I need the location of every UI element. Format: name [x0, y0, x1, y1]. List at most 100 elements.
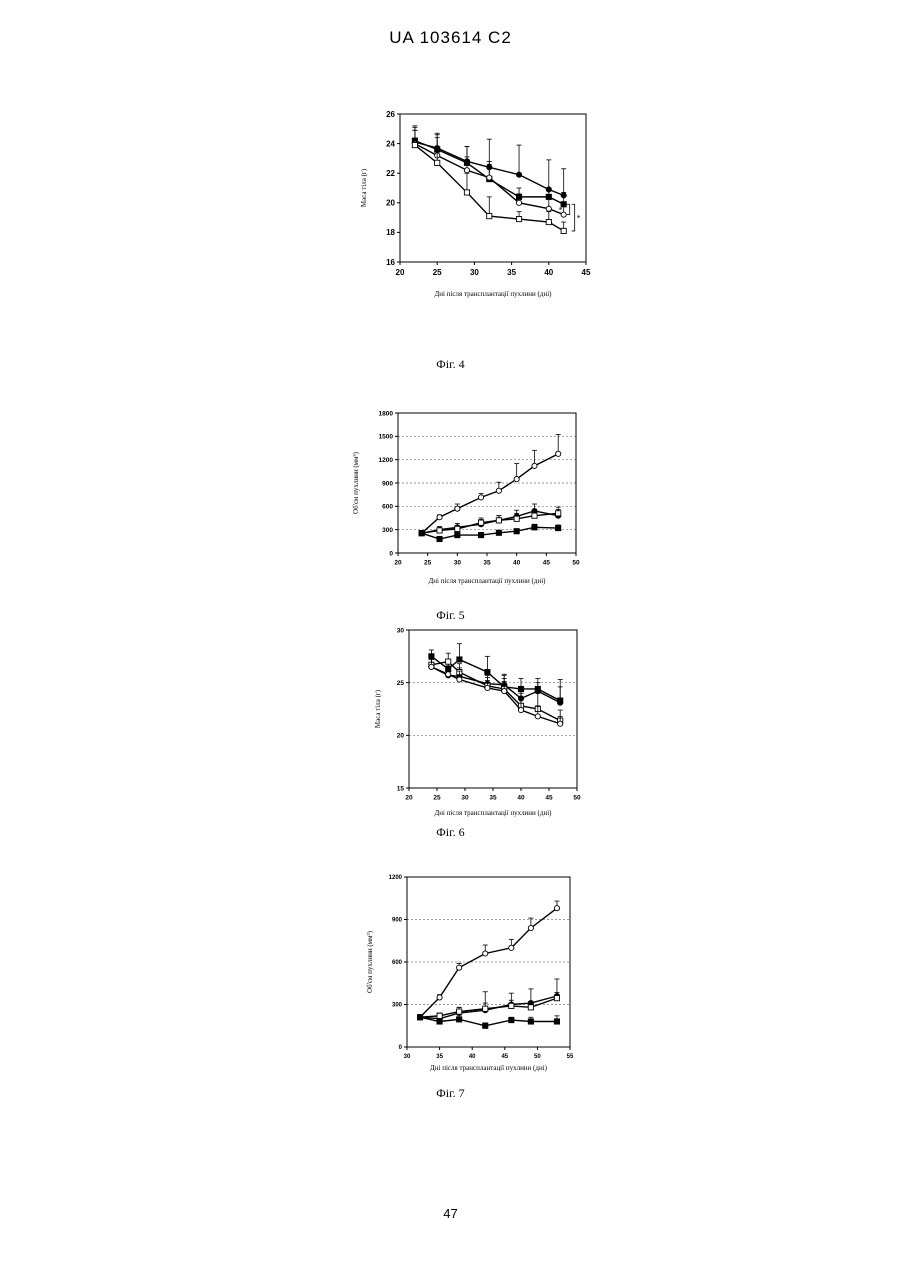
- data-point: [419, 531, 424, 536]
- data-point: [561, 228, 566, 233]
- data-point: [535, 714, 540, 719]
- y-tick-label: 1800: [379, 410, 394, 417]
- data-point: [437, 515, 442, 520]
- x-tick-label: 35: [483, 560, 491, 567]
- y-tick-label: 15: [397, 785, 405, 792]
- data-point: [485, 670, 490, 675]
- data-point: [554, 1019, 559, 1024]
- x-tick-label: 25: [424, 560, 432, 567]
- data-point: [528, 1019, 533, 1024]
- data-point: [554, 996, 559, 1001]
- data-point: [457, 1017, 462, 1022]
- significance-bracket: [572, 204, 575, 231]
- data-point: [554, 906, 559, 911]
- data-point: [558, 700, 563, 705]
- data-point: [516, 172, 521, 177]
- data-point: [514, 477, 519, 482]
- x-tick-label: 35: [489, 795, 497, 802]
- page-number: 47: [0, 1206, 901, 1221]
- data-point: [483, 951, 488, 956]
- y-tick-label: 24: [386, 139, 395, 148]
- data-point: [412, 142, 417, 147]
- data-point: [516, 216, 521, 221]
- x-tick-label: 20: [394, 560, 402, 567]
- y-tick-label: 900: [392, 918, 403, 924]
- x-axis-label: Дні після трансплантації пухлини (дні): [435, 809, 553, 817]
- y-tick-label: 600: [392, 960, 403, 966]
- x-tick-label: 40: [517, 795, 525, 802]
- y-axis-label: Маса тіла (г): [360, 168, 368, 207]
- data-point: [485, 685, 490, 690]
- data-point: [446, 659, 451, 664]
- x-tick-label: 30: [470, 268, 479, 277]
- data-point: [464, 190, 469, 195]
- data-point: [487, 175, 492, 180]
- figure-7-chart: 30354045505503006009001200Дні після тран…: [0, 860, 901, 1085]
- data-point: [509, 1003, 514, 1008]
- x-tick-label: 30: [404, 1054, 411, 1060]
- y-tick-label: 0: [399, 1045, 403, 1051]
- data-point: [528, 1005, 533, 1010]
- data-point: [532, 463, 537, 468]
- figure-6-caption: Фіг. 6: [0, 825, 901, 840]
- y-tick-label: 26: [386, 110, 395, 119]
- y-tick-label: 0: [389, 550, 393, 557]
- data-point: [429, 664, 434, 669]
- x-tick-label: 25: [433, 268, 442, 277]
- x-axis-label: Дні після трансплантації пухлини (дні): [435, 290, 553, 298]
- data-point: [437, 536, 442, 541]
- data-point: [556, 511, 561, 516]
- y-tick-label: 30: [397, 627, 405, 634]
- x-axis-label: Дні після трансплантації пухлини (дні): [429, 577, 547, 585]
- data-point: [509, 1017, 514, 1022]
- data-point: [496, 518, 501, 523]
- significance-marker: *: [559, 205, 563, 214]
- data-point: [509, 945, 514, 950]
- x-tick-label: 55: [567, 1054, 574, 1060]
- x-tick-label: 30: [454, 560, 462, 567]
- figure-7-caption: Фіг. 7: [0, 1086, 901, 1101]
- x-tick-label: 40: [469, 1054, 476, 1060]
- significance-bracket: [567, 204, 570, 214]
- x-tick-label: 50: [572, 560, 580, 567]
- data-point: [437, 528, 442, 533]
- data-point: [455, 533, 460, 538]
- x-tick-label: 20: [405, 795, 413, 802]
- y-tick-label: 1500: [379, 434, 394, 441]
- data-point: [518, 707, 523, 712]
- x-tick-label: 50: [573, 795, 581, 802]
- y-tick-label: 900: [382, 480, 393, 487]
- data-point: [437, 995, 442, 1000]
- data-point: [487, 214, 492, 219]
- x-tick-label: 45: [501, 1054, 508, 1060]
- x-tick-label: 35: [507, 268, 516, 277]
- data-point: [464, 168, 469, 173]
- x-tick-label: 25: [433, 795, 441, 802]
- x-tick-label: 40: [513, 560, 521, 567]
- data-point: [437, 1019, 442, 1024]
- data-point: [502, 688, 507, 693]
- x-tick-label: 45: [543, 560, 551, 567]
- y-axis-label: Маса тіла (г): [374, 689, 382, 728]
- data-point: [455, 526, 460, 531]
- data-point: [483, 1006, 488, 1011]
- data-point: [546, 206, 551, 211]
- data-point: [556, 451, 561, 456]
- y-tick-label: 16: [386, 258, 395, 267]
- y-tick-label: 18: [386, 228, 395, 237]
- data-point: [457, 965, 462, 970]
- x-tick-label: 40: [544, 268, 553, 277]
- x-tick-label: 45: [582, 268, 591, 277]
- y-axis-label: Об'єм пухлини (мм³): [366, 930, 374, 993]
- x-tick-label: 45: [545, 795, 553, 802]
- data-point: [532, 525, 537, 530]
- figure-5-chart: 202530354045500300600900120015001800Дні …: [0, 400, 901, 600]
- figure-4-chart: 202530354045161820222426Дні після трансп…: [0, 100, 901, 360]
- data-point: [532, 513, 537, 518]
- data-point: [496, 488, 501, 493]
- plot-frame: [400, 114, 586, 262]
- y-tick-label: 600: [382, 504, 393, 511]
- data-point: [546, 219, 551, 224]
- y-tick-label: 20: [386, 199, 395, 208]
- data-point: [496, 530, 501, 535]
